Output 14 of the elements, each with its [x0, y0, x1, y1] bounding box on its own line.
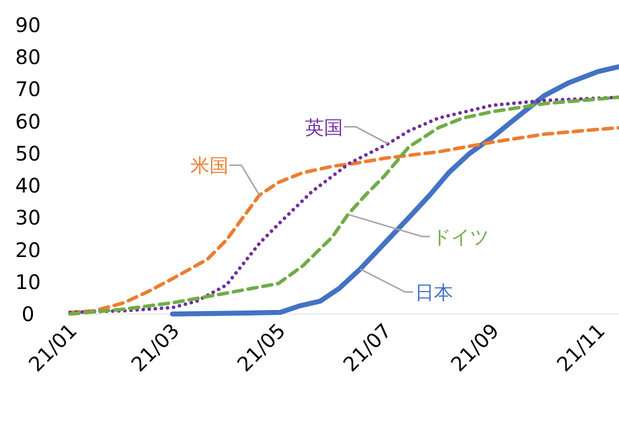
ytick: 20 — [15, 238, 41, 262]
ytick: 40 — [15, 174, 41, 198]
ytick: 70 — [15, 77, 41, 102]
ytick: 30 — [15, 206, 41, 230]
ytick: 80 — [15, 45, 41, 70]
series-label: ドイツ — [432, 226, 489, 248]
ytick: 10 — [15, 270, 41, 294]
ytick: 60 — [15, 109, 41, 134]
series-label: 米国 — [190, 155, 228, 178]
ytick: 90 — [15, 13, 41, 37]
ytick: 0 — [22, 302, 34, 326]
series-label: 日本 — [415, 282, 454, 304]
ytick: 50 — [15, 141, 41, 166]
series-label: 英国 — [304, 116, 343, 139]
